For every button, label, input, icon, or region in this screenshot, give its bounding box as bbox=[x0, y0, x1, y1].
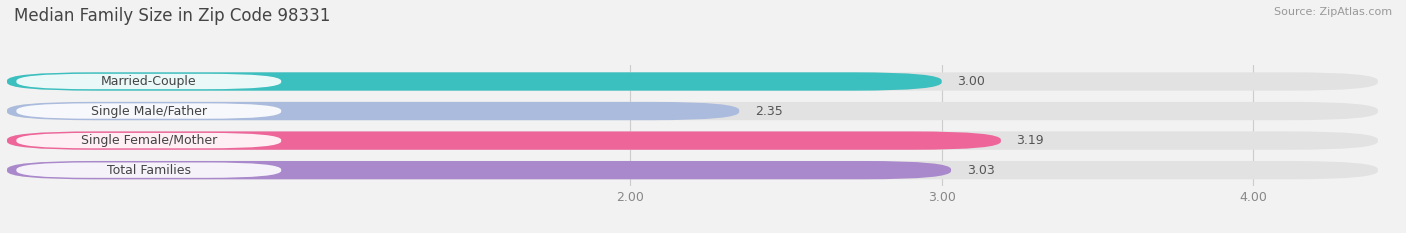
FancyBboxPatch shape bbox=[7, 131, 1378, 150]
FancyBboxPatch shape bbox=[17, 133, 281, 148]
Text: Married-Couple: Married-Couple bbox=[101, 75, 197, 88]
FancyBboxPatch shape bbox=[7, 161, 950, 179]
FancyBboxPatch shape bbox=[7, 72, 1378, 91]
FancyBboxPatch shape bbox=[7, 131, 1001, 150]
FancyBboxPatch shape bbox=[17, 103, 281, 119]
FancyBboxPatch shape bbox=[17, 162, 281, 178]
Text: Total Families: Total Families bbox=[107, 164, 191, 177]
Text: 2.35: 2.35 bbox=[755, 105, 783, 117]
FancyBboxPatch shape bbox=[7, 72, 942, 91]
FancyBboxPatch shape bbox=[7, 161, 1378, 179]
FancyBboxPatch shape bbox=[7, 102, 1378, 120]
FancyBboxPatch shape bbox=[17, 74, 281, 89]
FancyBboxPatch shape bbox=[7, 102, 740, 120]
Text: Single Male/Father: Single Male/Father bbox=[91, 105, 207, 117]
Text: 3.03: 3.03 bbox=[966, 164, 994, 177]
Text: Single Female/Mother: Single Female/Mother bbox=[80, 134, 217, 147]
Text: Median Family Size in Zip Code 98331: Median Family Size in Zip Code 98331 bbox=[14, 7, 330, 25]
Text: Source: ZipAtlas.com: Source: ZipAtlas.com bbox=[1274, 7, 1392, 17]
Text: 3.19: 3.19 bbox=[1017, 134, 1045, 147]
Text: 3.00: 3.00 bbox=[957, 75, 986, 88]
